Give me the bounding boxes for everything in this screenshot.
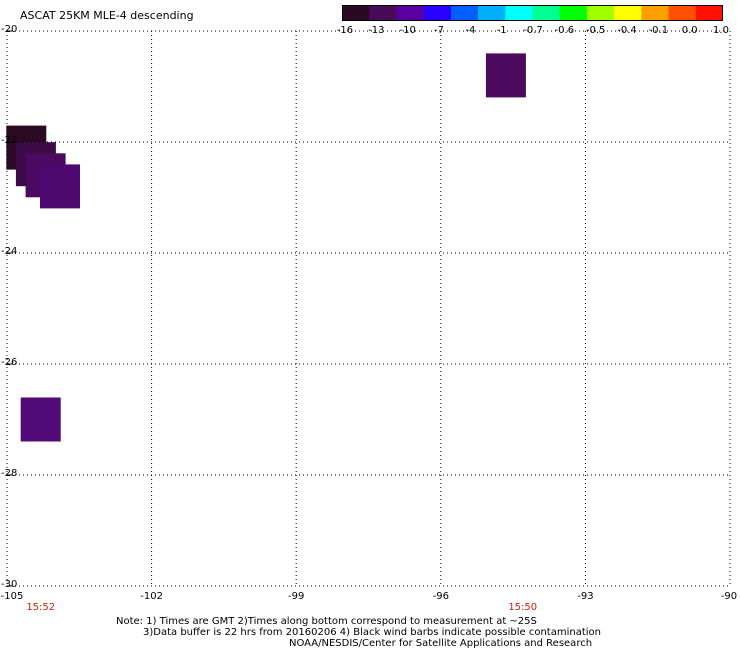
note-line-3: NOAA/NESDIS/Center for Satellite Applica… (289, 638, 593, 649)
lat-label: -22 (1, 135, 18, 146)
colorbar-tick-label: -0.7 (523, 25, 543, 36)
lat-label: -20 (1, 24, 18, 35)
note-line-1: Note: 1) Times are GMT 2)Times along bot… (116, 616, 537, 627)
data-cell (20, 397, 61, 442)
colorbar-segment (614, 5, 642, 21)
lat-label: -28 (1, 468, 18, 479)
colorbar-segment (559, 5, 588, 21)
lat-label: -30 (1, 579, 18, 590)
data-cell (40, 164, 80, 209)
colorbar-tick-label: -13 (368, 25, 385, 36)
colorbar-segment (396, 5, 425, 21)
data-cell (485, 53, 526, 98)
colorbar-tick-label: -16 (336, 25, 354, 36)
colorbar-segment (369, 5, 398, 21)
colorbar-border (342, 5, 723, 21)
lon-label: -93 (577, 591, 594, 602)
colorbar-tick-label: -1 (496, 25, 507, 36)
colorbar-segment (695, 5, 723, 21)
lat-label: -24 (1, 246, 18, 257)
map-title: ASCAT 25KM MLE-4 descending (20, 9, 194, 22)
colorbar-segment (423, 5, 452, 21)
colorbar (342, 5, 723, 21)
colorbar-segment (668, 5, 697, 21)
time-label: 15:50 (508, 602, 538, 613)
colorbar-segment (641, 5, 670, 21)
colorbar-tick-label: 0.0 (681, 25, 698, 36)
colorbar-tick-label: -4 (465, 25, 476, 36)
colorbar-tick-label: -0.6 (554, 25, 575, 36)
colorbar-segment (532, 5, 561, 21)
lon-label: -105 (0, 591, 24, 602)
lon-label: -99 (288, 591, 305, 602)
colorbar-segment (450, 5, 479, 21)
colorbar-tick-label: 1.0 (713, 25, 729, 36)
colorbar-segment (586, 5, 615, 21)
time-label: 15:52 (26, 602, 56, 613)
lon-label: -96 (432, 591, 449, 602)
colorbar-segment (478, 5, 506, 21)
colorbar-tick-label: -0.1 (648, 25, 669, 36)
colorbar-segment (505, 5, 534, 21)
colorbar-segment (342, 5, 370, 21)
note-line-2: 3)Data buffer is 22 hrs from 20160206 4)… (143, 627, 601, 638)
lat-label: -26 (1, 357, 18, 368)
lon-label: -102 (140, 591, 163, 602)
lon-label: -90 (720, 591, 738, 602)
